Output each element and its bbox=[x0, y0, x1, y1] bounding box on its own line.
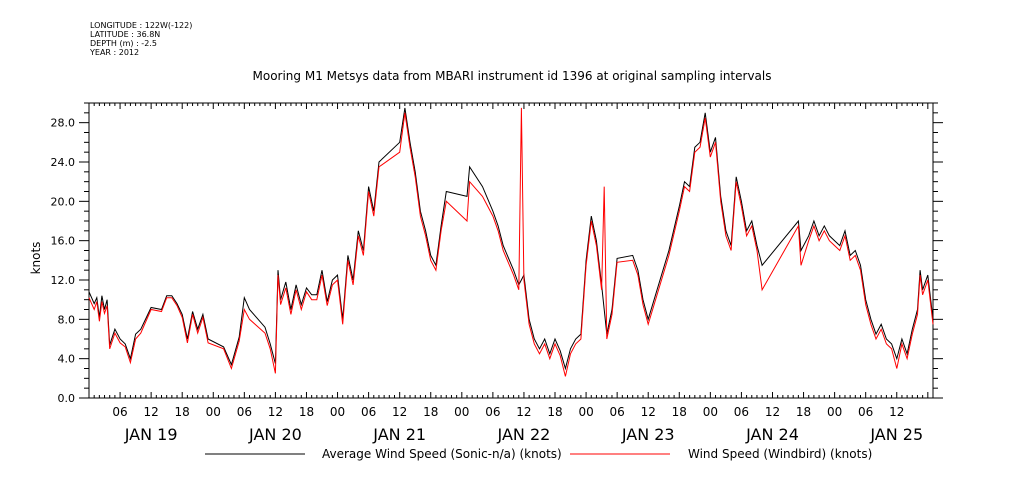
x-tick-label: 18 bbox=[175, 405, 190, 419]
legend-label-windbird: Wind Speed (Windbird) (knots) bbox=[688, 447, 872, 461]
x-tick-label: 12 bbox=[516, 405, 531, 419]
x-tick-label: 06 bbox=[858, 405, 873, 419]
plot-frame bbox=[88, 102, 934, 399]
x-tick-label: 12 bbox=[268, 405, 283, 419]
x-tick-label: 12 bbox=[392, 405, 407, 419]
plot-axes: 06 12 18 00 06 12 18 00 06 12 18 00 06 12 18 00 06 12 18 00… bbox=[51, 102, 943, 444]
x-day-label: JAN 25 bbox=[869, 425, 923, 444]
x-day-label: JAN 19 bbox=[124, 425, 178, 444]
y-tick-label: 28.0 bbox=[51, 117, 76, 130]
metadata-depth: DEPTH (m) : -2.5 bbox=[90, 39, 157, 48]
y-tick-label: 20.0 bbox=[51, 195, 76, 208]
chart-title: Mooring M1 Metsys data from MBARI instru… bbox=[253, 69, 772, 83]
x-tick-label: 18 bbox=[547, 405, 562, 419]
x-tick-label: 06 bbox=[734, 405, 749, 419]
x-tick-label: 00 bbox=[827, 405, 842, 419]
x-day-label: JAN 20 bbox=[248, 425, 302, 444]
series-layer bbox=[88, 107, 934, 377]
series-line-windbird-wind-speed bbox=[88, 107, 934, 377]
y-tick-label: 8.0 bbox=[58, 313, 76, 326]
x-tick-label: 06 bbox=[485, 405, 500, 419]
series-line-average-wind-speed bbox=[88, 107, 934, 371]
metadata-year: YEAR : 2012 bbox=[90, 48, 140, 57]
x-day-label: JAN 24 bbox=[745, 425, 799, 444]
x-tick-label: 00 bbox=[454, 405, 469, 419]
legend: Average Wind Speed (Sonic-n/a) (knots) W… bbox=[205, 447, 872, 461]
x-tick-label: 12 bbox=[889, 405, 904, 419]
x-tick-label: 18 bbox=[423, 405, 438, 419]
x-tick-label: 00 bbox=[206, 405, 221, 419]
x-tick-label: 12 bbox=[765, 405, 780, 419]
x-tick-label: 06 bbox=[361, 405, 376, 419]
x-tick-label: 00 bbox=[578, 405, 593, 419]
y-tick-label: 4.0 bbox=[58, 353, 76, 366]
metadata-block: LONGITUDE : 122W(-122) LATITUDE : 36.8N … bbox=[90, 21, 192, 57]
x-day-label: JAN 22 bbox=[497, 425, 551, 444]
x-tick-label: 18 bbox=[796, 405, 811, 419]
legend-label-average: Average Wind Speed (Sonic-n/a) (knots) bbox=[322, 447, 562, 461]
y-tick-label: 16.0 bbox=[51, 235, 76, 248]
x-tick-label: 12 bbox=[143, 405, 158, 419]
x-tick-label: 06 bbox=[112, 405, 127, 419]
x-day-label: JAN 23 bbox=[621, 425, 675, 444]
metadata-latitude: LATITUDE : 36.8N bbox=[90, 30, 161, 39]
x-tick-label: 06 bbox=[610, 405, 625, 419]
x-tick-label: 12 bbox=[641, 405, 656, 419]
x-tick-label: 00 bbox=[330, 405, 345, 419]
x-tick-label: 18 bbox=[672, 405, 687, 419]
x-day-label: JAN 21 bbox=[372, 425, 426, 444]
x-tick-label: 18 bbox=[299, 405, 314, 419]
y-axis-label: knots bbox=[29, 242, 43, 275]
y-tick-label: 12.0 bbox=[51, 274, 76, 287]
y-tick-label: 24.0 bbox=[51, 156, 76, 169]
x-tick-label: 00 bbox=[703, 405, 718, 419]
metadata-longitude: LONGITUDE : 122W(-122) bbox=[90, 21, 193, 30]
x-tick-label: 06 bbox=[237, 405, 252, 419]
y-tick-label: 0.0 bbox=[58, 392, 76, 405]
